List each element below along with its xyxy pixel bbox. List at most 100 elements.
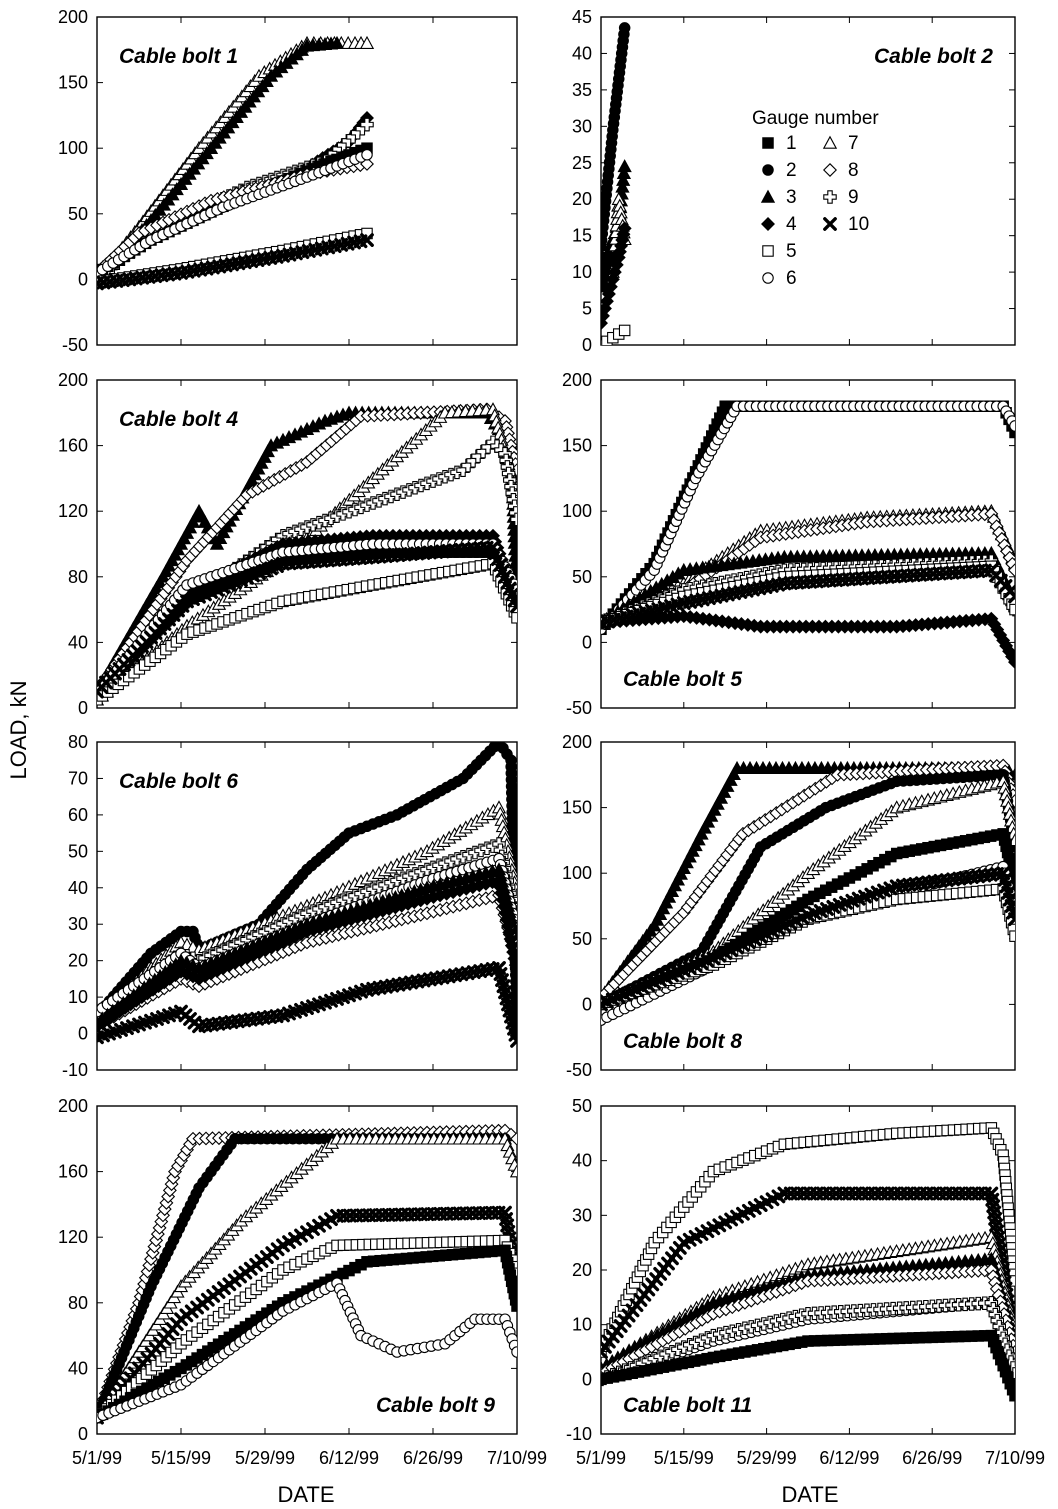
panel-title: Cable bolt 2 xyxy=(874,45,993,68)
series-point xyxy=(617,159,632,173)
series-point xyxy=(510,599,517,614)
y-tick-label: 0 xyxy=(582,632,592,652)
x-tick-label: 5/15/99 xyxy=(654,1448,714,1468)
y-tick-label: 80 xyxy=(68,1293,88,1313)
y-tick-label: 0 xyxy=(582,335,592,355)
series-point xyxy=(1008,589,1015,604)
y-tick-label: 200 xyxy=(58,370,88,390)
y-tick-label: 120 xyxy=(58,501,88,521)
y-tick-label: -50 xyxy=(566,698,592,718)
y-tick-label: 40 xyxy=(572,43,592,63)
y-tick-label: -10 xyxy=(566,1424,592,1444)
y-tick-label: 30 xyxy=(572,1205,592,1225)
y-tick-label: 80 xyxy=(68,732,88,752)
y-tick-label: 20 xyxy=(572,1260,592,1280)
y-tick-label: 35 xyxy=(572,80,592,100)
plot-area xyxy=(601,1122,1015,1402)
series-point xyxy=(511,612,517,624)
series-gauge-10 xyxy=(601,563,1015,630)
series-gauge-10 xyxy=(97,233,374,291)
series-gauge-1 xyxy=(97,1244,517,1424)
y-tick-label: 160 xyxy=(58,436,88,456)
series-point xyxy=(618,324,631,337)
series-point xyxy=(601,1346,607,1358)
y-tick-label: 10 xyxy=(572,1315,592,1335)
series-gauge-7 xyxy=(97,800,517,1022)
x-tick-label: 6/12/99 xyxy=(319,1448,379,1468)
y-tick-label: -10 xyxy=(62,1060,88,1080)
series-gauge-4 xyxy=(97,873,517,1034)
y-tick-label: 30 xyxy=(572,116,592,136)
x-tick-label: 7/10/99 xyxy=(985,1448,1045,1468)
series-point xyxy=(1009,603,1015,616)
y-tick-label: 100 xyxy=(58,138,88,158)
series-gauge-6 xyxy=(601,400,1015,636)
series-point xyxy=(601,301,612,316)
series-point xyxy=(1009,930,1015,942)
panel-title: Cable bolt 5 xyxy=(623,668,742,691)
x-tick-label: 5/1/99 xyxy=(576,1448,626,1468)
series-gauge-1 xyxy=(601,1329,1015,1402)
series-point xyxy=(359,35,375,49)
series-gauge-10 xyxy=(97,961,517,1048)
series-point xyxy=(616,172,631,186)
x-tick-label: 5/15/99 xyxy=(151,1448,211,1468)
panel-title: Cable bolt 1 xyxy=(119,45,238,68)
series-point xyxy=(510,512,517,527)
y-tick-label: 160 xyxy=(58,1162,88,1182)
plot-frame xyxy=(96,16,518,346)
y-tick-label: 200 xyxy=(562,732,592,752)
series-point xyxy=(361,149,373,161)
panel-title: Cable bolt 6 xyxy=(119,770,238,793)
x-tick-label: 7/10/99 xyxy=(487,1448,547,1468)
series-point xyxy=(360,117,374,132)
series-point xyxy=(511,1300,517,1312)
y-tick-label: 30 xyxy=(68,914,88,934)
y-tick-label: 100 xyxy=(562,863,592,883)
y-tick-label: 50 xyxy=(572,1096,592,1116)
y-tick-label: -50 xyxy=(566,1060,592,1080)
y-tick-label: 0 xyxy=(78,1424,88,1444)
series-point xyxy=(511,1346,517,1358)
series-point xyxy=(618,22,631,34)
series-point xyxy=(510,1033,517,1048)
series-point xyxy=(1008,912,1015,927)
x-tick-label: 5/29/99 xyxy=(737,1448,797,1468)
panel-title: Cable bolt 9 xyxy=(376,1394,495,1417)
series-point xyxy=(507,593,517,608)
panel-title: Cable bolt 4 xyxy=(119,408,238,431)
y-tick-label: 100 xyxy=(562,501,592,521)
series-point xyxy=(509,1164,517,1178)
y-tick-label: 150 xyxy=(562,436,592,456)
x-tick-label: 6/26/99 xyxy=(902,1448,962,1468)
series-point xyxy=(329,35,345,49)
series-point xyxy=(510,964,517,979)
plot-area xyxy=(601,400,1015,670)
y-tick-label: 15 xyxy=(572,226,592,246)
series-point xyxy=(607,251,619,264)
plot-area xyxy=(97,742,517,1048)
y-tick-label: 70 xyxy=(68,768,88,788)
series-point xyxy=(616,165,632,180)
series-point xyxy=(617,221,632,236)
series-gauge-5 xyxy=(97,1234,517,1424)
series-gauge-5 xyxy=(601,324,631,345)
series-gauge-4 xyxy=(601,609,1015,670)
series-point xyxy=(510,1131,517,1146)
series-gauge-6 xyxy=(97,149,373,279)
x-tick-label: 5/1/99 xyxy=(72,1448,122,1468)
panel-title: Cable bolt 8 xyxy=(623,1030,742,1053)
y-tick-label: 0 xyxy=(78,269,88,289)
series-gauge-7 xyxy=(97,1131,517,1424)
series-point xyxy=(1008,655,1015,670)
y-tick-label: 40 xyxy=(68,632,88,652)
y-tick-label: 0 xyxy=(78,1024,88,1044)
y-tick-label: 80 xyxy=(68,567,88,587)
series-point xyxy=(360,233,374,247)
